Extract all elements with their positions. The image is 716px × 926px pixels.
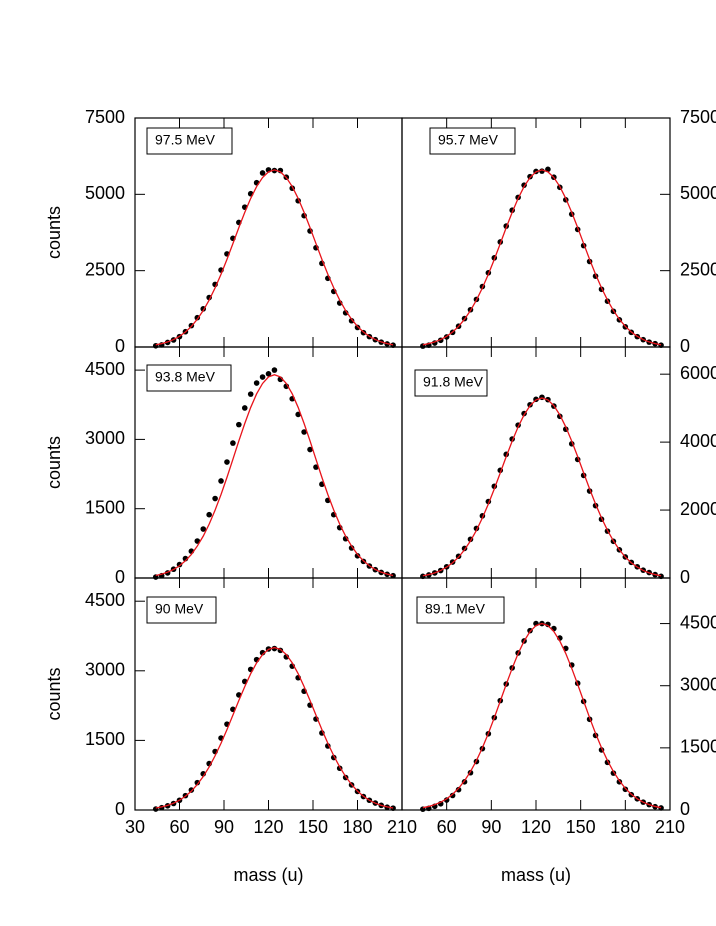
- x-axis-label: mass (u): [233, 865, 303, 885]
- data-point: [527, 627, 533, 634]
- y-tick-label: 1500: [680, 737, 716, 757]
- fit-curve: [155, 646, 394, 809]
- data-point: [259, 374, 266, 380]
- y-tick-label: 4500: [85, 359, 125, 379]
- annotation: 89.1 MeV: [425, 601, 486, 617]
- y-tick-label: 1500: [85, 729, 125, 749]
- fit-curve: [422, 397, 662, 577]
- data-point: [658, 805, 664, 811]
- data-point: [354, 324, 361, 331]
- y-tick-label: 1500: [85, 497, 125, 517]
- y-tick-label: 4500: [85, 590, 125, 610]
- annotation-box: [414, 369, 488, 397]
- data-point: [622, 786, 629, 793]
- x-tick-label: 90: [481, 817, 501, 837]
- fit-curve: [422, 622, 662, 809]
- x-tick-label: 120: [521, 817, 551, 837]
- y-tick-label: 4500: [680, 612, 716, 632]
- y-tick-label: 7500: [680, 107, 716, 127]
- x-tick-label: 60: [169, 817, 189, 837]
- data-point: [236, 421, 242, 428]
- x-tick-label: 180: [610, 817, 640, 837]
- y-tick-label: 2000: [680, 499, 716, 519]
- y-axis-label: counts: [44, 436, 64, 489]
- data-point: [390, 805, 396, 811]
- data-point: [230, 440, 236, 446]
- y-tick-label: 0: [680, 336, 690, 356]
- y-tick-label: 0: [115, 567, 125, 587]
- y-tick-label: 2500: [680, 259, 716, 279]
- annotation-box: [416, 596, 505, 624]
- y-tick-label: 0: [680, 799, 690, 819]
- y-tick-label: 3000: [85, 660, 125, 680]
- data-point: [449, 792, 456, 799]
- x-tick-label: 60: [437, 817, 457, 837]
- y-tick-label: 5000: [680, 183, 716, 203]
- y-tick-label: 3000: [680, 674, 716, 694]
- x-tick-label: 210: [387, 817, 417, 837]
- x-axis-label: mass (u): [501, 865, 571, 885]
- x-tick-label: 150: [566, 817, 596, 837]
- x-tick-label: 210: [655, 817, 685, 837]
- y-tick-label: 5000: [85, 183, 125, 203]
- fit-curve: [155, 169, 394, 346]
- x-tick-label: 30: [125, 817, 145, 837]
- data-point: [342, 310, 349, 316]
- y-tick-label: 0: [115, 336, 125, 356]
- data-point: [271, 367, 278, 373]
- data-point: [390, 572, 396, 579]
- data-point: [313, 464, 319, 470]
- annotation-box: [146, 364, 232, 392]
- annotation: 90 MeV: [155, 601, 204, 617]
- y-tick-label: 0: [680, 567, 690, 587]
- data-point: [259, 170, 266, 176]
- y-tick-label: 6000: [680, 363, 716, 383]
- x-tick-label: 120: [253, 817, 283, 837]
- x-tick-label: 150: [298, 817, 328, 837]
- y-tick-label: 3000: [85, 428, 125, 448]
- x-tick-label: 180: [342, 817, 372, 837]
- y-tick-label: 4000: [680, 431, 716, 451]
- annotation: 91.8 MeV: [423, 374, 484, 390]
- data-point: [527, 401, 533, 408]
- annotation: 93.8 MeV: [155, 369, 216, 385]
- y-axis-label: counts: [44, 667, 64, 720]
- data-point: [247, 391, 254, 397]
- data-point: [194, 538, 201, 544]
- y-tick-label: 7500: [85, 107, 125, 127]
- y-tick-label: 2500: [85, 259, 125, 279]
- data-point: [200, 526, 207, 532]
- annotation: 95.7 MeV: [438, 132, 499, 148]
- data-point: [307, 446, 313, 453]
- data-point: [241, 405, 248, 411]
- data-point: [271, 645, 278, 652]
- data-point: [348, 317, 355, 324]
- data-point: [218, 478, 224, 484]
- data-point: [265, 370, 272, 377]
- y-axis-label: counts: [44, 206, 64, 259]
- data-point: [206, 511, 212, 518]
- data-point: [443, 797, 450, 803]
- annotation-box: [429, 127, 516, 155]
- data-point: [253, 380, 260, 386]
- data-point: [545, 166, 551, 173]
- annotation-box: [146, 596, 217, 624]
- annotation-box: [146, 127, 233, 155]
- data-point: [348, 545, 355, 551]
- data-point: [301, 429, 307, 435]
- fit-curve: [422, 169, 662, 346]
- data-point: [354, 553, 361, 559]
- y-tick-label: 0: [115, 799, 125, 819]
- x-tick-label: 90: [214, 817, 234, 837]
- annotation: 97.5 MeV: [155, 132, 216, 148]
- fit-curve: [155, 374, 394, 577]
- data-point: [455, 786, 462, 793]
- data-point: [224, 459, 230, 465]
- data-point: [194, 779, 201, 786]
- data-point: [212, 495, 218, 502]
